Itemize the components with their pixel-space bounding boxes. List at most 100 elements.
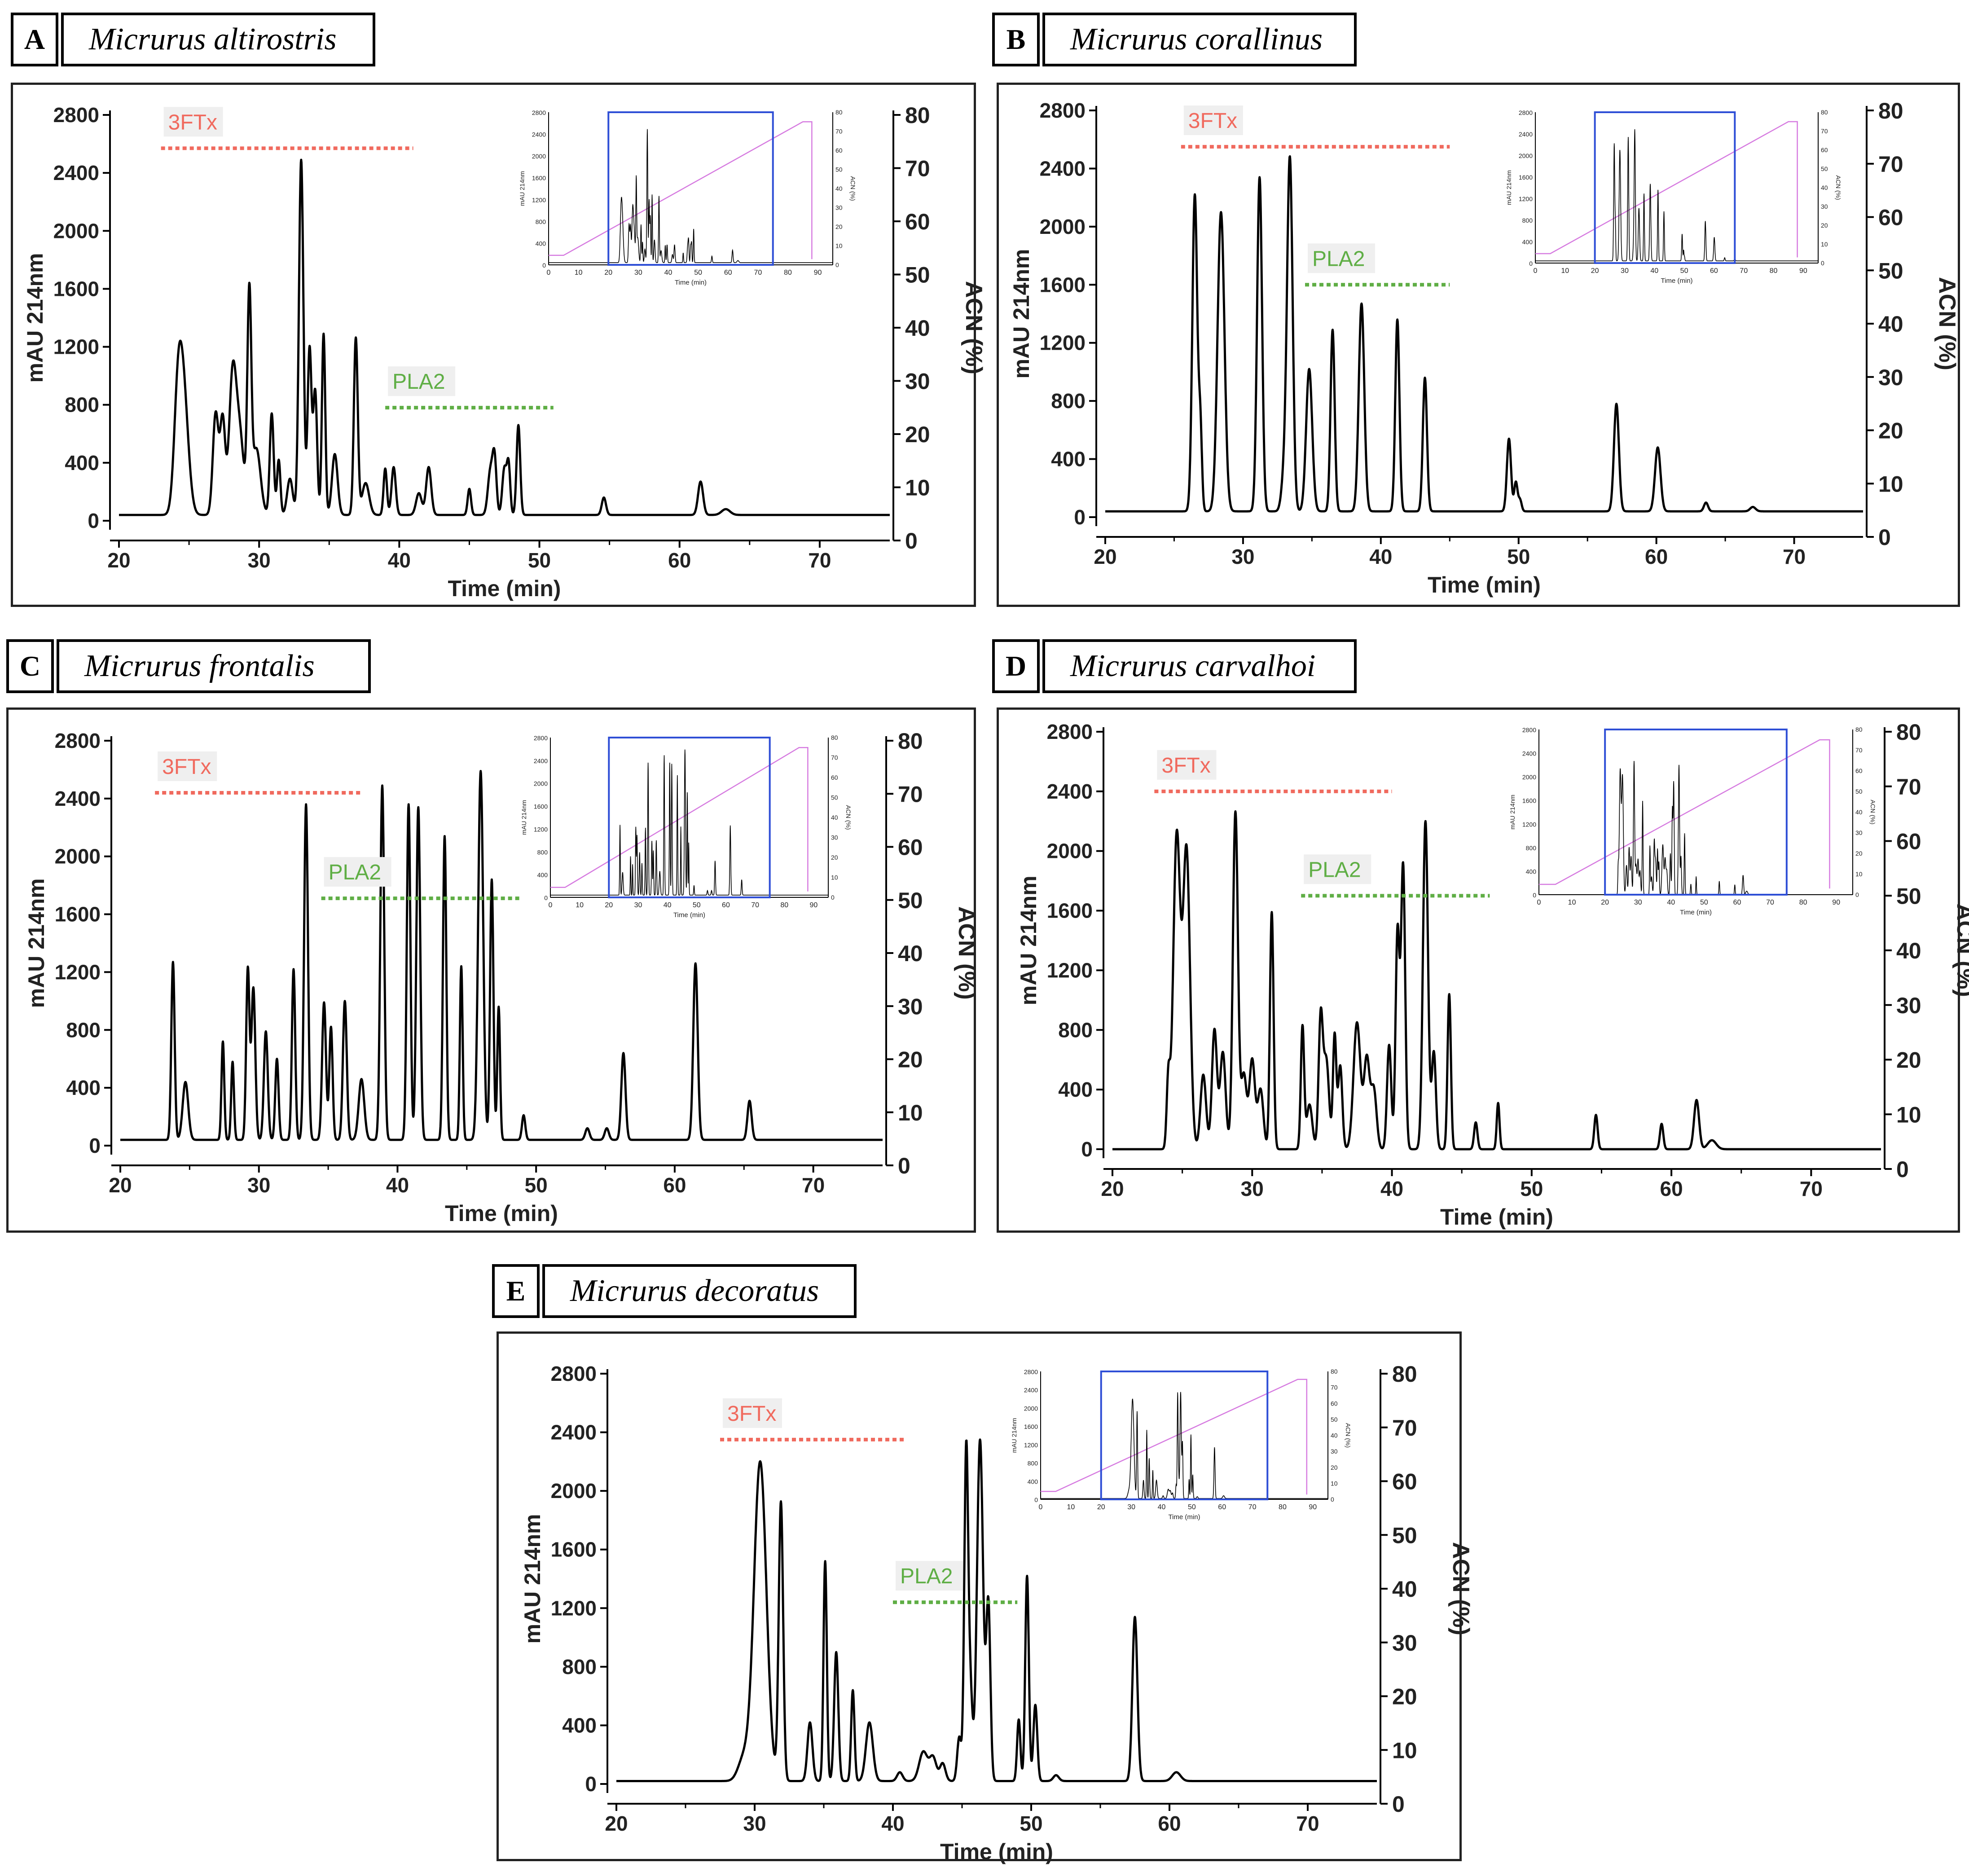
y2-tick-label: 40 xyxy=(905,316,930,341)
y2-tick-label: 40 xyxy=(1392,1577,1417,1602)
pla2-band-label: PLA2 xyxy=(1312,247,1365,271)
y-tick-label: 2000 xyxy=(1047,839,1093,863)
inset-x-tick-label: 10 xyxy=(576,901,584,909)
x-tick-label: 60 xyxy=(663,1173,686,1197)
x-tick-label: 50 xyxy=(528,549,551,572)
y-tick-label: 2000 xyxy=(55,845,101,868)
pla2-label-bg xyxy=(1304,854,1371,884)
panel-letter: A xyxy=(11,13,58,66)
inset-x-tick-label: 10 xyxy=(575,269,583,277)
inset-y2-tick-label: 60 xyxy=(1331,1400,1338,1407)
y-tick-label: 1600 xyxy=(1040,273,1086,296)
inset-x-tick-label: 50 xyxy=(694,269,702,277)
inset-x-tick-label: 0 xyxy=(1537,899,1541,906)
y2-tick-label: 30 xyxy=(1896,993,1921,1018)
inset-chromatogram-trace xyxy=(1535,129,1818,261)
y2-axis-title: ACN (%) xyxy=(1952,904,1969,997)
y2-tick-label: 30 xyxy=(1392,1630,1417,1656)
y2-tick-label: 40 xyxy=(1896,938,1921,963)
inset-y-tick-label: 0 xyxy=(544,894,548,901)
y-tick-label: 0 xyxy=(585,1772,597,1796)
inset-x-tick-label: 40 xyxy=(664,269,672,277)
inset-x-tick-label: 10 xyxy=(1067,1503,1075,1511)
inset-y2-tick-label: 80 xyxy=(1855,726,1863,733)
inset-y2-tick-label: 60 xyxy=(1821,146,1828,154)
x-tick-label: 50 xyxy=(1020,1812,1042,1835)
inset-y-tick-label: 800 xyxy=(537,848,548,856)
y-tick-label: 1200 xyxy=(55,960,101,984)
inset-x-axis-title: Time (min) xyxy=(675,279,707,286)
inset-x-tick-label: 20 xyxy=(605,901,613,909)
y2-tick-label: 20 xyxy=(898,1047,923,1072)
3ftx-band-label: 3FTx xyxy=(1161,754,1210,778)
inset-x-tick-label: 50 xyxy=(693,901,701,909)
inset-y2-tick-label: 60 xyxy=(835,147,843,154)
inset-y-tick-label: 2800 xyxy=(1519,109,1533,116)
x-tick-label: 60 xyxy=(1660,1177,1683,1200)
x-tick-label: 30 xyxy=(1241,1177,1264,1200)
inset-y-axis-title: mAU 214nm xyxy=(1505,170,1512,205)
y2-tick-label: 50 xyxy=(898,888,923,913)
pla2-band-label: PLA2 xyxy=(1308,858,1361,882)
inset-x-tick-label: 30 xyxy=(634,269,642,277)
inset-y2-tick-label: 80 xyxy=(835,109,843,116)
y2-tick-label: 80 xyxy=(1878,98,1903,123)
inset-x-tick-label: 30 xyxy=(634,901,642,909)
inset-x-tick-label: 30 xyxy=(1127,1503,1135,1511)
inset-y2-tick-label: 20 xyxy=(835,223,843,230)
inset-y-tick-label: 1200 xyxy=(1519,195,1533,202)
inset-y2-tick-label: 0 xyxy=(835,261,839,268)
inset-y-tick-label: 800 xyxy=(536,218,546,225)
y2-tick-label: 10 xyxy=(905,475,930,501)
inset-acn-gradient xyxy=(1535,121,1798,258)
inset-y-tick-label: 400 xyxy=(1522,238,1533,246)
inset-y-tick-label: 2400 xyxy=(1024,1387,1038,1394)
x-tick-label: 30 xyxy=(248,549,271,572)
inset-y2-tick-label: 70 xyxy=(1331,1384,1338,1391)
y2-tick-label: 50 xyxy=(905,263,930,288)
y-tick-label: 0 xyxy=(1081,1138,1093,1161)
inset-x-tick-label: 50 xyxy=(1680,267,1688,275)
inset-x-tick-label: 40 xyxy=(1650,267,1658,275)
x-axis-title: Time (min) xyxy=(1428,572,1541,598)
inset-y2-tick-label: 10 xyxy=(1821,241,1828,248)
inset-x-tick-label: 90 xyxy=(1799,267,1807,275)
x-axis-title: Time (min) xyxy=(1440,1204,1553,1230)
inset-y-tick-label: 1600 xyxy=(534,803,548,810)
inset-x-axis-title: Time (min) xyxy=(673,911,705,919)
y2-tick-label: 10 xyxy=(898,1100,923,1125)
inset-y-tick-label: 2800 xyxy=(1522,726,1536,734)
panel-title: Micrurus decoratus xyxy=(542,1264,857,1318)
y2-tick-label: 60 xyxy=(1392,1469,1417,1494)
inset-zoom-box xyxy=(1594,111,1736,264)
inset-x-tick-label: 80 xyxy=(1770,267,1778,275)
y-tick-label: 1200 xyxy=(1040,331,1086,355)
x-axis-title: Time (min) xyxy=(448,576,561,601)
inset-x-tick-label: 10 xyxy=(1561,267,1569,275)
inset-y-tick-label: 400 xyxy=(1526,868,1537,875)
x-tick-label: 20 xyxy=(107,549,130,572)
y-tick-label: 2400 xyxy=(55,787,101,810)
y-tick-label: 1600 xyxy=(551,1538,597,1561)
inset-x-tick-label: 80 xyxy=(780,901,788,909)
inset-y-tick-label: 2000 xyxy=(1519,152,1533,159)
inset-y-tick-label: 1200 xyxy=(534,826,548,833)
y-axis-title: mAU 214nm xyxy=(1009,249,1034,379)
y2-tick-label: 0 xyxy=(898,1153,910,1178)
inset-x-tick-label: 20 xyxy=(1601,899,1609,906)
x-tick-label: 50 xyxy=(1520,1177,1543,1200)
y2-axis-title: ACN (%) xyxy=(1934,277,1960,370)
inset-y2-tick-label: 20 xyxy=(1855,850,1863,857)
inset-y2-tick-label: 60 xyxy=(1855,767,1863,774)
x-tick-label: 70 xyxy=(808,549,831,572)
inset-x-tick-label: 0 xyxy=(547,269,551,277)
inset-y-tick-label: 1600 xyxy=(1024,1423,1038,1430)
pla2-label-bg xyxy=(388,366,456,396)
y-tick-label: 400 xyxy=(65,451,99,474)
inset-x-tick-label: 90 xyxy=(814,269,822,277)
panel-title: Micrurus frontalis xyxy=(57,639,371,693)
inset-y-tick-label: 400 xyxy=(1028,1478,1038,1485)
y-tick-label: 2000 xyxy=(551,1479,597,1503)
inset-y2-tick-label: 40 xyxy=(1821,184,1828,191)
